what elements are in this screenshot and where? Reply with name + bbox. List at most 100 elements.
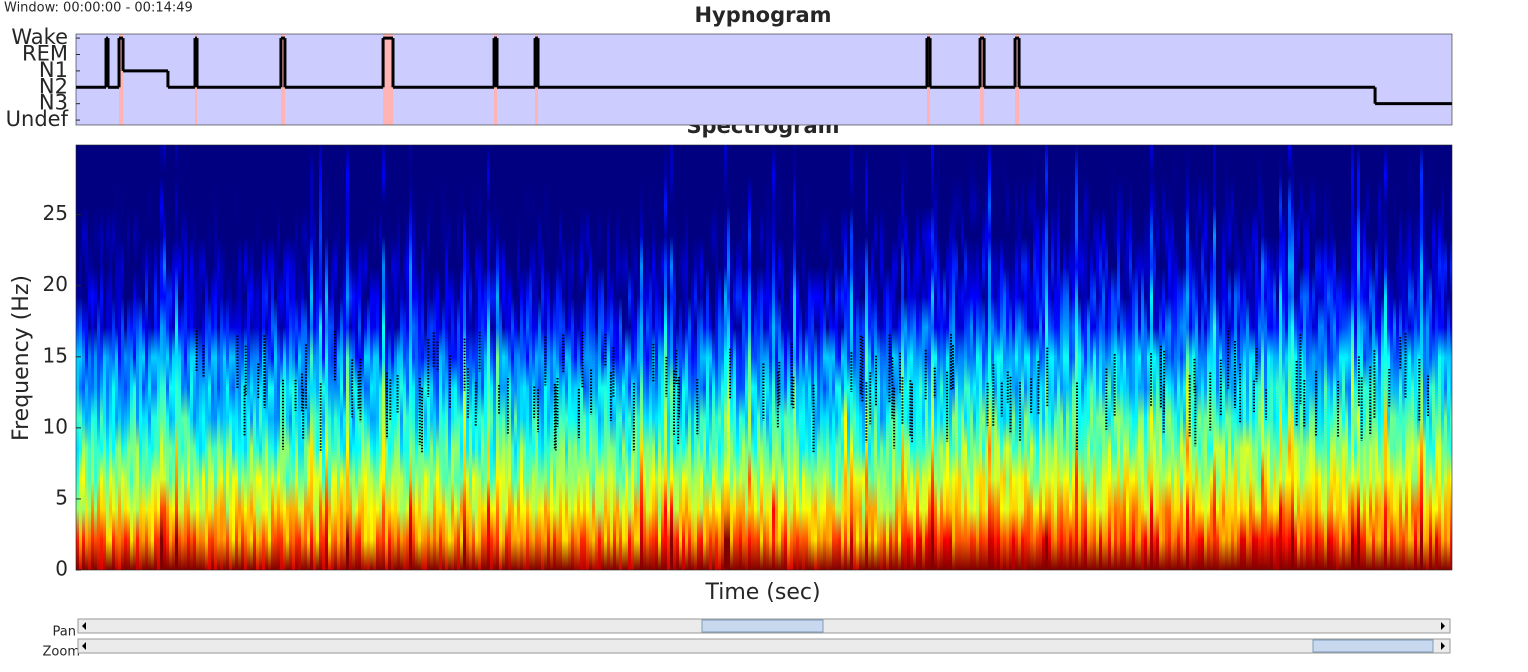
spectrogram-column [1075,145,1079,570]
spectrogram-column [268,145,272,570]
spectrogram-column [226,145,230,570]
spectrogram-column [1033,145,1037,570]
spectrogram-column [94,145,98,570]
spectrogram-column [967,145,971,570]
spectrogram-column [1258,145,1262,570]
spectrogram-column [352,145,356,570]
spectrogram-column [1216,145,1220,570]
spectrogram-column [913,145,917,570]
spectrogram-column [1285,145,1289,570]
spectrogram-column [1171,145,1175,570]
spectrogram-column [487,145,491,570]
spectrogram-column [301,145,305,570]
spectrogram-column [763,145,767,570]
spectrogram-column [328,145,332,570]
spectrogram-column [1378,145,1382,570]
artifact-region [980,34,985,125]
spectrogram-column [391,145,395,570]
spectrogram-column [583,145,587,570]
spectrogram-column [265,145,269,570]
spectrogram-column [1213,145,1217,570]
spectrogram-column [1240,145,1244,570]
spectrogram-column [757,145,761,570]
spectrogram-column [499,145,503,570]
spectrogram-column [976,145,980,570]
spectrogram-column [559,145,563,570]
spectrogram-column [760,145,764,570]
artifact-region [383,34,393,125]
spectrogram-column [700,145,704,570]
zoom-scrollbar[interactable] [77,638,1451,654]
spectrogram-column [1345,145,1349,570]
spectrogram-column [460,145,464,570]
pan-thumb[interactable] [701,619,824,633]
spectrogram-column [727,145,731,570]
spectrogram-column [1165,145,1169,570]
spectrogram-column [1321,145,1325,570]
spectrogram-column [892,145,896,570]
spectrogram-column [688,145,692,570]
pan-scrollbar[interactable] [77,618,1451,634]
spectrogram-column [133,145,137,570]
spectrogram-column [793,145,797,570]
spectrogram-column [112,145,116,570]
spectrogram-column [1336,145,1340,570]
spectrogram-column [1192,145,1196,570]
spectrogram-column [1144,145,1148,570]
spectrogram-column [1078,145,1082,570]
spectrogram-column [1393,145,1397,570]
spectrogram-column [1003,145,1007,570]
spectrogram-column [367,145,371,570]
spectrogram-column [721,145,725,570]
zoom-thumb[interactable] [1312,639,1434,653]
spectrogram-column [277,145,281,570]
spectrogram-column [862,145,866,570]
spectrogram-column [1021,145,1025,570]
spectrogram-column [988,145,992,570]
spectrogram-column [736,145,740,570]
spectrogram-column [1060,145,1064,570]
spectrogram-column [220,145,224,570]
spectrogram-column [1384,145,1388,570]
spectrogram-column [142,145,146,570]
spectrogram-column [718,145,722,570]
spectrogram-column [817,145,821,570]
spectrogram-column [307,145,311,570]
spectrogram-column [1117,145,1121,570]
spectrogram-column [898,145,902,570]
spectrogram-column [943,145,947,570]
spectrogram-column [628,145,632,570]
spectrogram-column [1405,145,1409,570]
zoom-track[interactable] [77,638,1451,654]
spectrogram-column [1063,145,1067,570]
spectrogram-column [535,145,539,570]
y-tick-label: Wake [11,25,68,49]
spectrogram-column [1156,145,1160,570]
spectrogram-column [466,145,470,570]
spectrogram-column [889,145,893,570]
spectrogram-column [169,145,173,570]
spectrogram-column [442,145,446,570]
spectrogram-column [526,145,530,570]
spectrogram-column [451,145,455,570]
spectrogram-column [292,145,296,570]
spectrogram-column [787,145,791,570]
spectrogram-column [520,145,524,570]
spectrogram-column [79,145,83,570]
spectrogram-column [1042,145,1046,570]
spectrogram-column [928,145,932,570]
spectrogram-column [508,145,512,570]
spectrogram-column [370,145,374,570]
spectrogram-column [580,145,584,570]
spectrogram-column [1309,145,1313,570]
spectrogram-column [1402,145,1406,570]
spectrogram-column [316,145,320,570]
spectrogram-column [1237,145,1241,570]
spectrogram-column [1282,145,1286,570]
spectrogram-column [1138,145,1142,570]
spectrogram-column [184,145,188,570]
spectrogram-column [166,145,170,570]
spectrogram-column [595,145,599,570]
spectrogram-column [454,145,458,570]
spectrogram-column [523,145,527,570]
